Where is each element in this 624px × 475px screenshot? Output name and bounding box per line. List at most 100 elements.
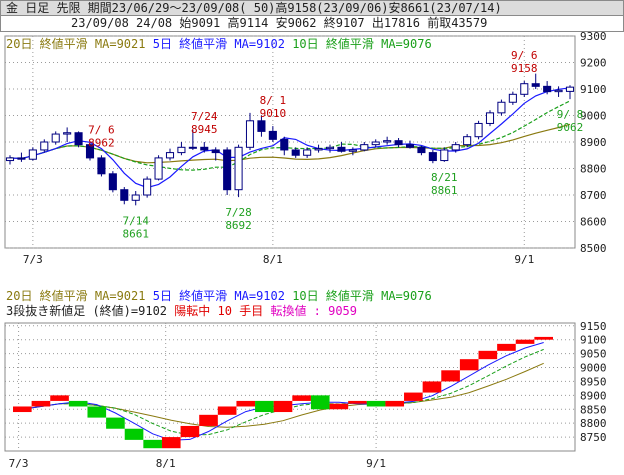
candle-down	[428, 152, 437, 162]
y-tick-label: 9100	[580, 83, 607, 96]
brick-down	[255, 400, 274, 413]
candle-down	[223, 149, 232, 191]
candle-down	[257, 120, 266, 132]
legend-ma20: 20日 終値平滑 MA=9021	[6, 37, 146, 51]
candle-up	[234, 146, 243, 191]
bottom-info: 3段抜き新値足 (終値)=9102 陽転中 10 手目 転換値 : 9059	[6, 302, 357, 319]
y-tick-label: 8950	[580, 375, 607, 388]
candle-up	[348, 149, 357, 152]
brick-up	[459, 359, 479, 371]
candle-down	[394, 140, 403, 146]
brick-up	[404, 392, 423, 401]
y-tick-label: 8800	[580, 163, 607, 176]
brick-up	[385, 400, 405, 407]
brick-down	[106, 417, 125, 429]
chart-header-summary: 金 日足 先限 期間23/06/29～23/09/08( 50)高9158(23…	[0, 0, 624, 16]
low-annotation-date: 9/ 8	[557, 108, 584, 121]
candle-up	[565, 86, 575, 92]
candle-down	[85, 144, 95, 159]
candle-up	[360, 144, 369, 151]
brick-up	[236, 400, 256, 407]
candle-up	[463, 136, 472, 146]
candle-up	[63, 132, 72, 135]
high-annotation-date: 9/ 6	[511, 49, 538, 62]
candle-up	[40, 141, 49, 151]
brick-down	[68, 400, 88, 407]
y-tick-label: 8800	[580, 417, 607, 430]
brick-up	[31, 400, 51, 407]
x-tick-label: 9/1	[514, 253, 534, 266]
y-tick-label: 8700	[580, 189, 607, 202]
x-tick-label: 7/3	[9, 457, 29, 470]
y-tick-label: 9200	[580, 57, 607, 70]
candlestick-chart[interactable]: 8500 8600 8700 8800 8900 9000 9100 9200 9300 7/3 8…	[0, 32, 624, 272]
chart-header-latest-bar: 23/09/08 24/08 始9091 高9114 安9062 終9107 出…	[0, 16, 624, 32]
ma5-line	[9, 87, 571, 189]
candle-down	[211, 149, 220, 154]
candle-up	[188, 146, 197, 149]
legend-ma10-bottom: 10日 終値平滑 MA=9076	[292, 289, 432, 303]
bottom-legend: 20日 終値平滑 MA=9021 5日 終値平滑 MA=9102 10日 終値平…	[6, 287, 432, 304]
candle-up	[440, 149, 449, 162]
y-tick-label: 9000	[580, 362, 607, 375]
x-tick-label: 9/1	[366, 457, 386, 470]
candle-up	[28, 149, 37, 160]
legend-ma5: 5日 終値平滑 MA=9102	[152, 37, 285, 51]
y-tick-label: 8900	[580, 389, 607, 402]
brick-up	[515, 339, 535, 344]
candle-down	[543, 85, 552, 93]
brick-up	[292, 395, 311, 401]
brick-up	[422, 381, 442, 393]
legend-ma20-bottom: 20日 終値平滑 MA=9021	[6, 289, 146, 303]
high-annotation-date: 7/24	[191, 110, 218, 123]
candle-down	[120, 189, 129, 201]
candle-up	[474, 122, 483, 138]
brick-down	[310, 395, 330, 410]
candle-up	[245, 120, 255, 148]
candle-up	[5, 157, 15, 162]
candle-down	[97, 157, 106, 175]
legend-ma5-bottom: 5日 終値平滑 MA=9102	[152, 289, 285, 303]
candle-up	[314, 148, 323, 151]
x-tick-label: 8/1	[263, 253, 283, 266]
low-annotation-date: 7/14	[122, 214, 149, 227]
candle-up	[383, 140, 392, 143]
candle-up	[325, 146, 335, 150]
low-annotation-value: 9062	[557, 121, 584, 134]
x-tick-label: 8/1	[156, 457, 176, 470]
candle-down	[268, 130, 277, 140]
candle-up	[143, 178, 152, 196]
brick-up	[199, 414, 218, 426]
y-tick-label: 9000	[580, 110, 607, 123]
candle-down	[531, 83, 540, 87]
high-annotation-date: 7/ 6	[88, 123, 115, 136]
y-tick-label: 9300	[580, 32, 607, 43]
reversal-value: 転換値 : 9059	[270, 304, 358, 318]
brick-up	[273, 400, 293, 413]
y-tick-label: 8850	[580, 403, 607, 416]
brick-up	[217, 406, 237, 415]
candle-down	[17, 157, 26, 160]
trend-status: 陽転中	[174, 304, 211, 318]
brick-up	[329, 403, 349, 410]
candle-down	[280, 138, 289, 151]
brick-down	[87, 406, 107, 418]
brick-up	[441, 370, 460, 382]
candle-down	[108, 173, 117, 191]
low-annotation-date: 7/28	[225, 206, 252, 219]
low-annotation-value: 8661	[122, 227, 149, 240]
y-tick-label: 9150	[580, 320, 607, 333]
brick-up	[478, 350, 498, 360]
brick-up	[497, 343, 516, 351]
high-annotation-date: 8/ 1	[260, 94, 287, 107]
high-annotation-value: 8945	[191, 123, 218, 136]
high-annotation-value: 8962	[88, 136, 115, 149]
legend-ma10: 10日 終値平滑 MA=9076	[292, 37, 432, 51]
candle-down	[291, 149, 300, 156]
candle-up	[497, 101, 506, 114]
candle-up	[177, 146, 186, 154]
candle-down	[405, 144, 415, 148]
candle-down	[200, 146, 209, 151]
brick-up	[180, 425, 200, 438]
